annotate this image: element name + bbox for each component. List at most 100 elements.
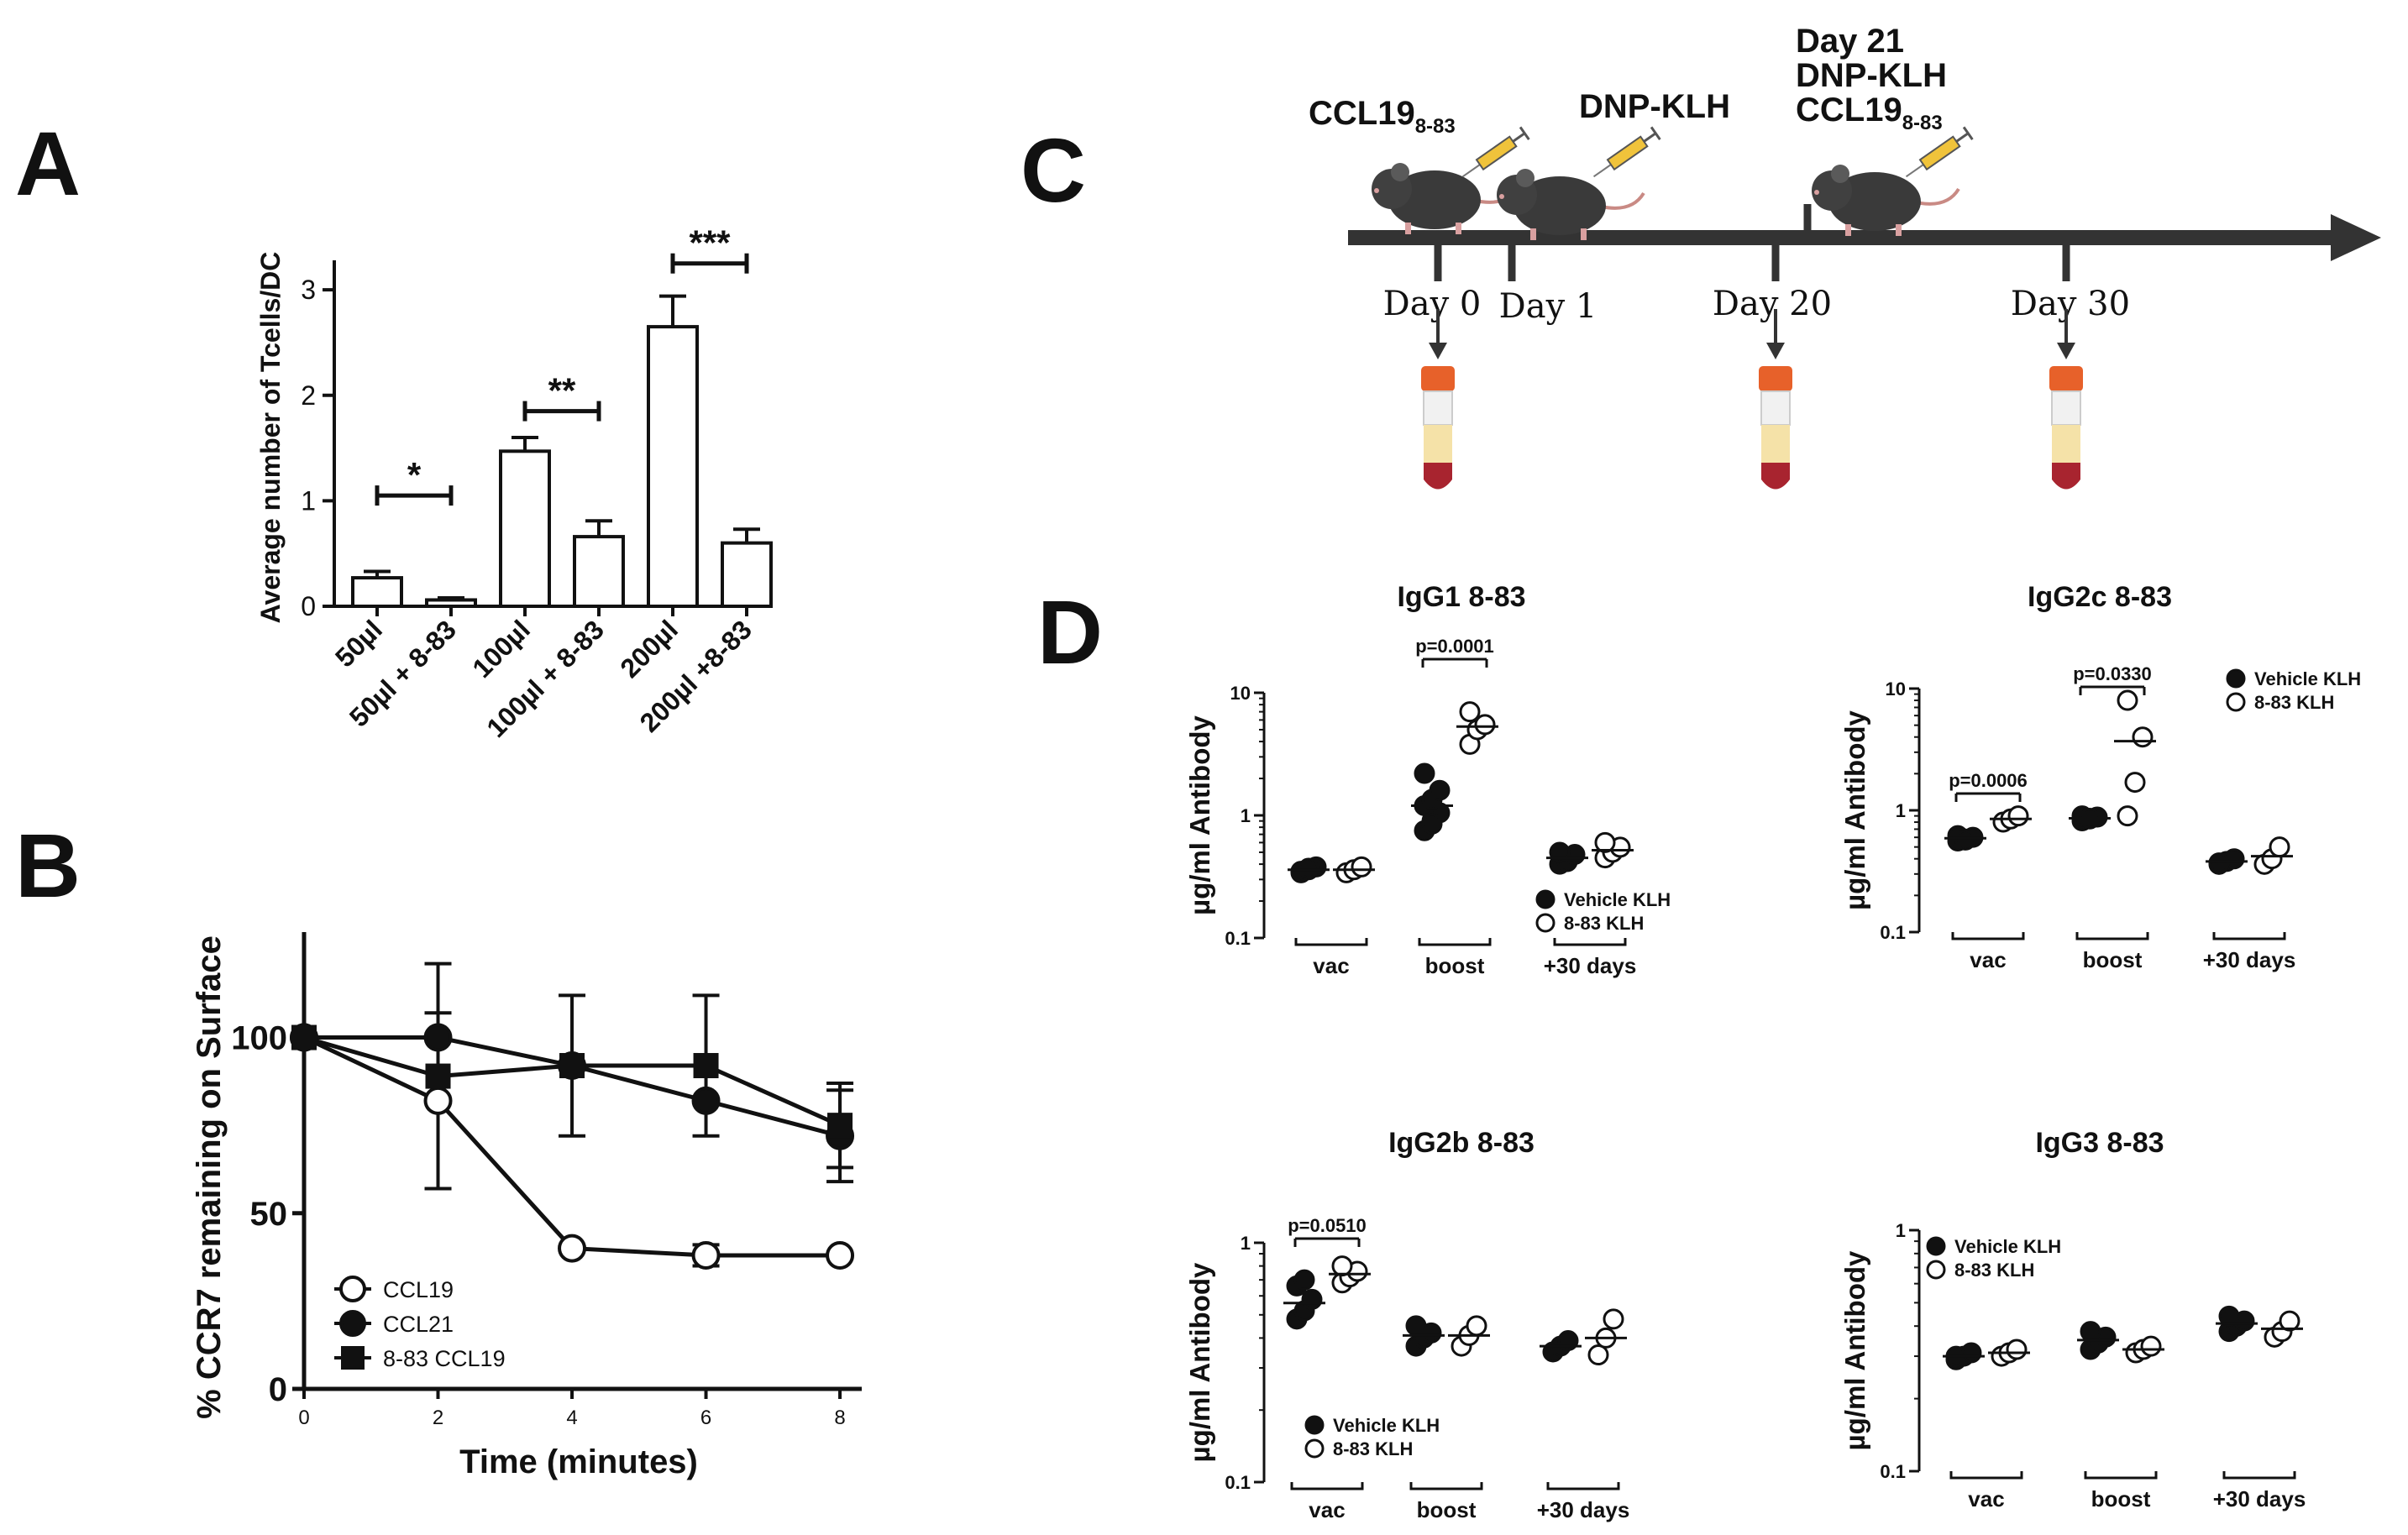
- panel-c-timeline: Day 0 Day 1 Day 20 Day 30CCL198-83DNP-KLHDa…: [1309, 23, 2381, 490]
- day-label: Day 30: [2011, 285, 2130, 323]
- mouse-ear: [1516, 169, 1535, 187]
- x-tick-label: 2: [433, 1407, 443, 1429]
- legend-marker: [1304, 1415, 1325, 1435]
- y-tick-label: 100: [231, 1020, 287, 1057]
- legend-marker: [339, 1276, 366, 1302]
- data-point: [2269, 836, 2290, 858]
- y-tick-label: 2: [301, 380, 316, 411]
- syringe-needle: [1461, 164, 1481, 178]
- y-tick-label: 0: [269, 1371, 287, 1408]
- data-point: [826, 1240, 855, 1270]
- data-point: [1603, 1308, 1624, 1330]
- y-tick-label: 1: [1896, 1220, 1906, 1241]
- legend-marker: [1535, 913, 1555, 933]
- bar: [573, 535, 625, 609]
- data-point: [1414, 762, 1435, 784]
- x-tick-label: 8: [834, 1407, 845, 1429]
- data-point: [2132, 726, 2154, 748]
- data-point: [423, 1086, 453, 1115]
- mouse-leg: [1456, 223, 1461, 234]
- legend-label: CCL21: [383, 1312, 454, 1337]
- bar: [425, 598, 477, 609]
- day-label: Day 0: [1383, 285, 1482, 323]
- timeline-arrowhead: [2331, 214, 2381, 261]
- significance-label: **: [548, 371, 576, 411]
- x-category-label: +30 days: [1544, 953, 1637, 978]
- x-tick-label: 4: [566, 1407, 577, 1429]
- data-point: [827, 1113, 853, 1139]
- data-point: [693, 1053, 719, 1079]
- panel-d-igg2c-scatter: IgG2c 8-83 µg/ml Antibody 0.1 1 10 vac boost +3…: [1839, 581, 2361, 972]
- data-point: [2117, 805, 2138, 827]
- data-point: [2124, 772, 2146, 794]
- group-bracket: [2084, 1471, 2158, 1480]
- x-category-label: boost: [2091, 1486, 2151, 1511]
- panel-label-d: D: [1037, 581, 1103, 683]
- group-bracket: [2212, 932, 2286, 940]
- mouse-day1: [1497, 169, 1645, 240]
- tube-cap: [2049, 366, 2083, 391]
- y-tick-label: 50: [250, 1196, 288, 1233]
- legend-label: Vehicle KLH: [1564, 889, 1671, 910]
- significance-label: ***: [689, 223, 731, 263]
- group-bracket: [1409, 1482, 1483, 1490]
- legend-marker: [1926, 1236, 1946, 1256]
- data-point: [1351, 856, 1372, 878]
- data-point: [2218, 1305, 2240, 1327]
- legend-label: Vehicle KLH: [1954, 1236, 2061, 1257]
- y-tick-label: 10: [1230, 683, 1251, 704]
- tube-empty-part: [2051, 390, 2081, 426]
- data-point: [1474, 714, 1496, 736]
- label-dnp-klh-day21: DNP-KLH: [1796, 57, 1947, 94]
- data-point: [423, 1023, 453, 1052]
- legend-marker: [341, 1346, 365, 1370]
- syringe-barrel: [1918, 135, 1961, 171]
- y-tick-label: 3: [301, 275, 316, 305]
- y-tick-label: 10: [1886, 678, 1906, 699]
- data-point: [559, 1053, 585, 1079]
- y-tick-label: 0.1: [1225, 1472, 1251, 1493]
- mouse-leg: [1530, 228, 1536, 240]
- data-point: [2080, 1321, 2101, 1343]
- data-point: [1459, 701, 1481, 723]
- draw-arrowhead: [1429, 343, 1447, 359]
- bar: [721, 541, 773, 608]
- legend-marker: [1926, 1260, 1946, 1280]
- tube-blood: [1424, 463, 1452, 490]
- y-axis-label: % CCR7 remaining on Surface: [191, 935, 228, 1419]
- y-tick-label: 0.1: [1880, 1461, 1906, 1482]
- y-axis-label: Average number of Tcells/DC: [255, 252, 286, 624]
- tube-empty-part: [1760, 390, 1791, 426]
- legend-label: 8-83 KLH: [1564, 913, 1644, 934]
- group-bracket: [1949, 1471, 2023, 1480]
- x-category-label: +30 days: [1537, 1497, 1630, 1522]
- syringe-plunger: [1512, 132, 1526, 143]
- bar: [499, 449, 551, 608]
- legend-label: 8-83 KLH: [2254, 692, 2334, 713]
- data-point: [2279, 1310, 2300, 1332]
- bar: [647, 325, 699, 608]
- data-point: [425, 1063, 451, 1089]
- legend-label: CCL19: [383, 1277, 454, 1302]
- data-point: [2208, 852, 2230, 874]
- label-ccl19-day21: CCL198-83: [1796, 92, 1943, 134]
- tube-cap: [1759, 366, 1792, 391]
- panel-label-c: C: [1020, 119, 1086, 221]
- syringe-barrel: [1606, 135, 1649, 171]
- day-label: Day 20: [1713, 285, 1832, 323]
- syringe-day0: [1461, 126, 1530, 178]
- data-point: [1331, 1255, 1353, 1277]
- syringe-plunger: [1955, 132, 1970, 143]
- day-label: Day 1: [1499, 287, 1597, 326]
- data-point: [691, 1086, 721, 1115]
- chart-title: IgG1 8-83: [1397, 581, 1525, 613]
- y-tick-label: 1: [1241, 805, 1251, 826]
- legend-label: 8-83 KLH: [1333, 1438, 1413, 1459]
- data-point: [691, 1240, 721, 1270]
- data-point: [1954, 829, 1976, 851]
- legend-label: 8-83 CCL19: [383, 1346, 506, 1371]
- y-axis-label: µg/ml Antibody: [1184, 1262, 1215, 1462]
- p-value-label: p=0.0330: [2073, 663, 2152, 684]
- p-value-label: p=0.0001: [1415, 636, 1494, 657]
